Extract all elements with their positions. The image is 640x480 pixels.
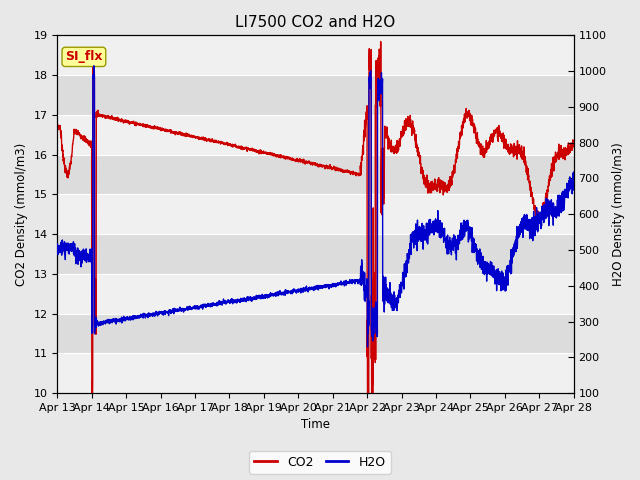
Bar xyxy=(58,234,573,274)
Bar xyxy=(58,36,573,75)
Bar xyxy=(58,75,573,115)
Y-axis label: H2O Density (mmol/m3): H2O Density (mmol/m3) xyxy=(612,143,625,286)
Bar xyxy=(58,353,573,393)
Bar xyxy=(58,194,573,234)
Bar xyxy=(58,313,573,353)
X-axis label: Time: Time xyxy=(301,419,330,432)
Bar xyxy=(58,274,573,313)
Text: SI_flx: SI_flx xyxy=(65,50,102,63)
Legend: CO2, H2O: CO2, H2O xyxy=(250,451,390,474)
Title: LI7500 CO2 and H2O: LI7500 CO2 and H2O xyxy=(236,15,396,30)
Bar xyxy=(58,155,573,194)
Y-axis label: CO2 Density (mmol/m3): CO2 Density (mmol/m3) xyxy=(15,143,28,286)
Bar xyxy=(58,115,573,155)
